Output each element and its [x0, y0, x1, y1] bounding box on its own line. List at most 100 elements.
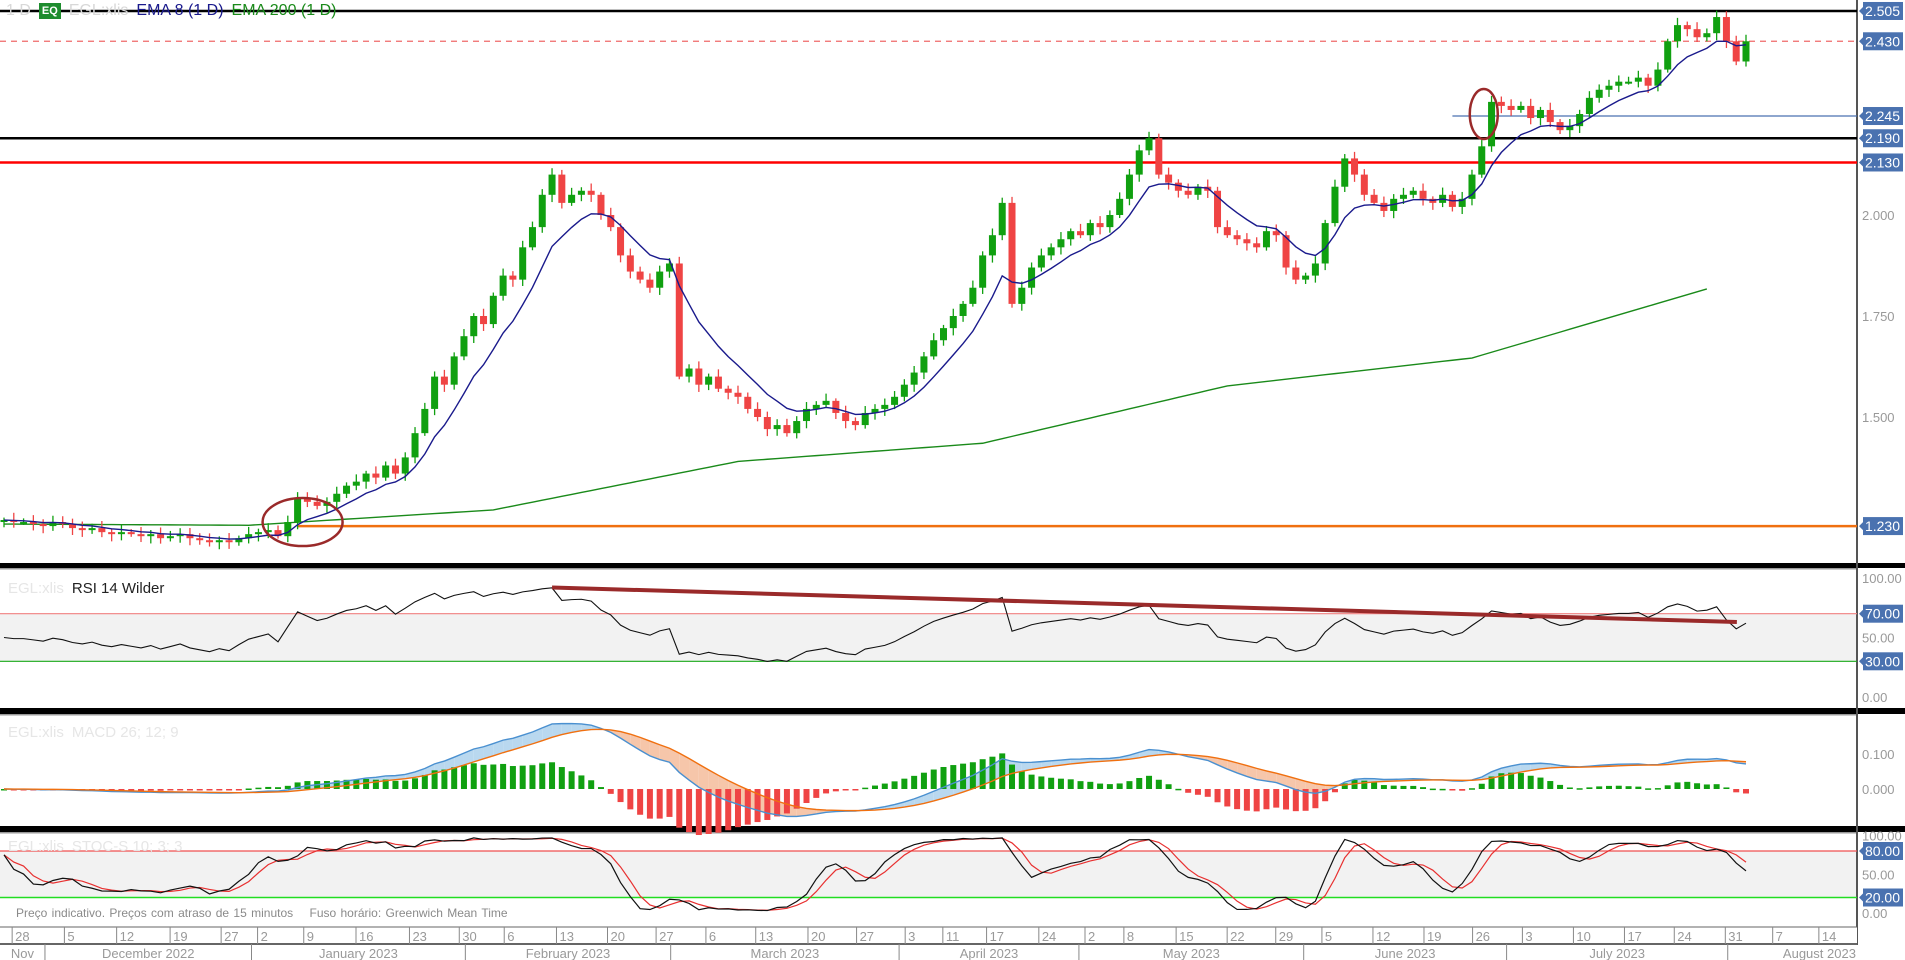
candle-body	[421, 408, 429, 434]
candle	[1703, 28, 1711, 42]
candle-body	[1673, 25, 1681, 42]
candle	[685, 364, 693, 383]
candle	[1419, 183, 1427, 206]
candle	[78, 521, 86, 537]
macd-histogram-bar	[1537, 777, 1544, 789]
rsi-level-label: 30.00	[1865, 653, 1900, 669]
candle-body	[1096, 223, 1104, 228]
macd-histogram-bar	[1390, 785, 1397, 789]
candle-body	[675, 263, 683, 377]
candle-body	[460, 336, 468, 357]
price-level-label-pointer	[1859, 521, 1864, 532]
candle-body	[1360, 174, 1368, 195]
candle-body	[744, 396, 752, 409]
stoch-indicator-name[interactable]: STOC-S 10; 3; 3	[71, 838, 183, 855]
candle	[949, 308, 957, 336]
candle	[1566, 119, 1574, 137]
ema200-legend[interactable]: EMA 200 (1 D)	[231, 2, 337, 19]
candle	[137, 527, 145, 543]
candle	[1057, 232, 1065, 255]
rsi-level-label: 70.00	[1865, 606, 1900, 622]
highlight-ellipse	[1468, 87, 1500, 141]
ema8-legend[interactable]: EMA 8 (1 D)	[136, 2, 224, 19]
candle	[1292, 260, 1300, 285]
candle	[724, 385, 732, 400]
price-level-label: 2.430	[1865, 33, 1900, 49]
candle	[1321, 219, 1329, 271]
candle-body	[343, 485, 351, 494]
candle	[1028, 262, 1036, 295]
day-label: 17	[1627, 929, 1641, 944]
candle-body	[1253, 243, 1261, 248]
day-label: 27	[659, 929, 673, 944]
candle	[20, 518, 28, 526]
macd-indicator-name[interactable]: MACD 26; 12; 9	[71, 724, 179, 741]
month-label: March 2023	[751, 946, 820, 960]
candle-body	[1546, 109, 1554, 123]
macd-histogram-bar	[960, 763, 967, 789]
symbol-label[interactable]: EGL:xlis	[68, 2, 129, 19]
candle	[1125, 168, 1133, 206]
macd-histogram-bar	[1576, 788, 1583, 790]
macd-histogram-bar	[1155, 779, 1162, 789]
rsi-indicator-name[interactable]: RSI 14 Wilder	[71, 580, 165, 597]
macd-histogram-bar	[979, 759, 986, 789]
macd-histogram-bar	[793, 789, 800, 809]
macd-histogram-bar	[842, 789, 849, 791]
macd-histogram-bar	[872, 785, 878, 789]
macd-histogram-bar	[1498, 773, 1505, 789]
candle-body	[617, 227, 625, 256]
candle	[1644, 73, 1652, 93]
macd-fill	[1246, 765, 1257, 780]
candle-body	[910, 372, 918, 385]
macd-fill	[630, 734, 641, 751]
rsi-symbol: EGL:xlis	[8, 580, 64, 597]
macd-histogram-bar	[1194, 789, 1201, 795]
candle	[881, 398, 889, 416]
price-level-label-badge	[1863, 32, 1903, 51]
macd-histogram-bar	[558, 767, 565, 789]
candle-body	[225, 540, 233, 543]
chart-legend: 1 D EQ EGL:xlis EMA 8 (1 D) EMA 200 (1 D…	[6, 2, 336, 20]
candle-body	[206, 540, 214, 543]
macd-fill	[463, 748, 474, 766]
candle	[656, 265, 664, 295]
macd-histogram-bar	[1400, 785, 1407, 789]
candle	[597, 192, 605, 220]
stoch-level-label-pointer	[1859, 892, 1864, 903]
candle-body	[558, 174, 566, 203]
interval-label[interactable]: 1 D	[6, 2, 31, 19]
macd-fill	[512, 735, 523, 750]
price-tick: 1.750	[1862, 309, 1895, 324]
candle-body	[881, 404, 889, 409]
macd-histogram-bar	[1488, 776, 1495, 789]
macd-histogram-bar	[529, 765, 536, 789]
macd-histogram-bar	[1136, 777, 1143, 789]
macd-histogram-bar	[940, 766, 947, 789]
macd-histogram-bar	[1263, 789, 1270, 810]
candle	[1664, 38, 1672, 73]
candle-body	[1311, 263, 1319, 276]
day-label: 8	[1127, 929, 1134, 944]
macd-fill	[1520, 763, 1531, 773]
stoch-level-label-pointer	[1859, 846, 1864, 856]
price-level-label-pointer	[1859, 36, 1864, 47]
candle	[675, 256, 683, 380]
candle-body	[303, 497, 311, 502]
candle	[802, 402, 810, 429]
candle-body	[1243, 239, 1251, 244]
candle-body	[665, 263, 673, 272]
candle	[1077, 223, 1085, 239]
candle	[245, 526, 253, 544]
day-label: 3	[1525, 929, 1532, 944]
rsi-tick: 100.00	[1862, 571, 1902, 586]
candle	[1693, 22, 1701, 42]
candle-body	[656, 271, 664, 288]
candle	[343, 482, 351, 499]
candle-body	[626, 255, 634, 272]
candle-body	[1380, 202, 1388, 211]
candle-body	[891, 396, 899, 405]
candle	[186, 527, 194, 546]
macd-histogram-bar	[1684, 781, 1691, 789]
